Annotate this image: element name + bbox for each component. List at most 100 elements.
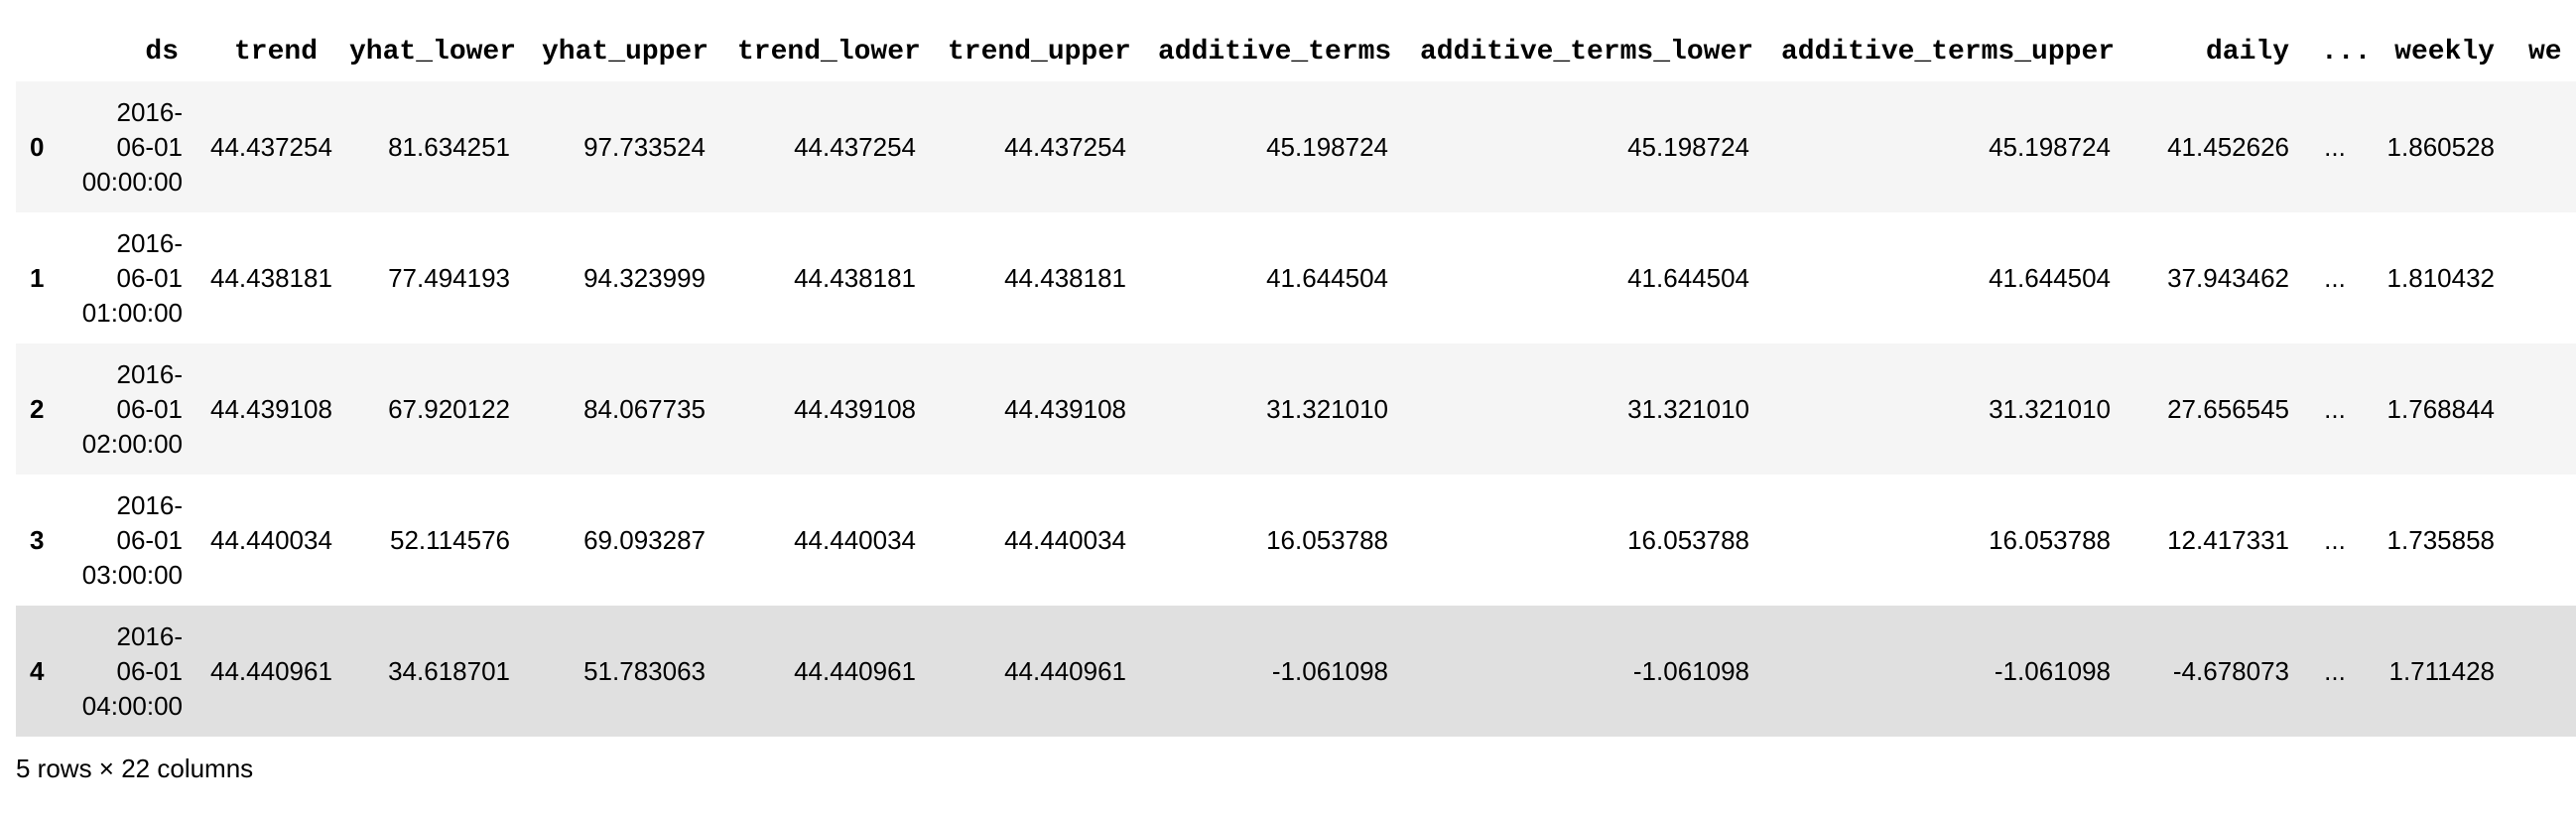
cell-ellipsis: ... [2324, 131, 2346, 162]
ds-time-part: 00:00:00 [81, 166, 183, 197]
cell-daily: 37.943462 [2167, 262, 2289, 293]
cell-yhat-upper: 94.323999 [583, 262, 706, 293]
cell-trend-lower: 44.437254 [794, 131, 916, 162]
ds-time-part: 01:00:00 [81, 297, 183, 328]
cell-trend: 44.440961 [210, 655, 332, 686]
cell-weekly: 1.860528 [2386, 131, 2495, 162]
table-row: 0 2016- 06-01 00:00:00 44.437254 81.634251… [16, 81, 2576, 212]
cell-ellipsis: ... [2324, 393, 2346, 424]
cell-daily: 41.452626 [2167, 131, 2289, 162]
index-header [16, 22, 65, 81]
ds-month-day-part: 06-01 [116, 131, 184, 162]
cell-additive-terms-upper: 41.644504 [1989, 262, 2111, 293]
ds-date-part: 2016- [116, 358, 184, 389]
cell-ds: 2016- 06-01 03:00:00 [65, 475, 194, 606]
column-header-additive-terms: additive_terms [1158, 36, 1392, 68]
cell-yhat-upper: 51.783063 [583, 655, 706, 686]
cell-daily: -4.678073 [2172, 655, 2289, 686]
cell-additive-terms-lower: 41.644504 [1627, 262, 1749, 293]
cell-additive-terms: -1.061098 [1271, 655, 1388, 686]
ds-month-day-part: 06-01 [116, 393, 184, 424]
cell-additive-terms-lower: -1.061098 [1632, 655, 1749, 686]
cell-truncated [2511, 475, 2576, 606]
table-row: 1 2016- 06-01 01:00:00 44.438181 77.494193… [16, 212, 2576, 343]
dataframe-shape-caption: 5 rows × 22 columns [16, 754, 254, 783]
table-row: 2 2016- 06-01 02:00:00 44.439108 67.920122… [16, 343, 2576, 475]
cell-weekly: 1.810432 [2386, 262, 2495, 293]
column-header-truncated: we [2528, 36, 2562, 68]
cell-additive-terms: 41.644504 [1266, 262, 1388, 293]
header-row: ds trend yhat_lower yhat_upper trend_low… [16, 22, 2576, 81]
cell-additive-terms-lower: 45.198724 [1627, 131, 1749, 162]
cell-ds: 2016- 06-01 02:00:00 [65, 343, 194, 475]
ds-time-part: 04:00:00 [81, 690, 183, 721]
cell-additive-terms: 31.321010 [1266, 393, 1388, 424]
cell-trend-upper: 44.438181 [1004, 262, 1126, 293]
ds-date-part: 2016- [116, 620, 184, 651]
row-index: 0 [30, 131, 45, 162]
cell-additive-terms-upper: 31.321010 [1989, 393, 2111, 424]
cell-trend: 44.440034 [210, 524, 332, 555]
cell-truncated [2511, 606, 2576, 737]
cell-ellipsis: ... [2324, 524, 2346, 555]
ds-time-part: 02:00:00 [81, 428, 183, 459]
cell-trend-upper: 44.440034 [1004, 524, 1126, 555]
cell-truncated [2511, 212, 2576, 343]
column-header-yhat-upper: yhat_upper [542, 36, 709, 68]
cell-additive-terms-upper: 16.053788 [1989, 524, 2111, 555]
column-header-trend: trend [233, 36, 318, 68]
column-header-additive-terms-lower: additive_terms_lower [1420, 36, 1754, 68]
ds-month-day-part: 06-01 [116, 262, 184, 293]
cell-trend-upper: 44.439108 [1004, 393, 1126, 424]
cell-yhat-lower: 81.634251 [388, 131, 510, 162]
cell-additive-terms: 16.053788 [1266, 524, 1388, 555]
column-header-yhat-lower: yhat_lower [349, 36, 517, 68]
cell-additive-terms-upper: 45.198724 [1989, 131, 2111, 162]
column-header-daily: daily [2205, 36, 2289, 68]
cell-daily: 12.417331 [2167, 524, 2289, 555]
cell-additive-terms-upper: -1.061098 [1994, 655, 2111, 686]
row-index: 3 [30, 524, 45, 555]
ds-date-part: 2016- [116, 489, 184, 520]
cell-yhat-lower: 67.920122 [388, 393, 510, 424]
cell-ellipsis: ... [2324, 655, 2346, 686]
cell-daily: 27.656545 [2167, 393, 2289, 424]
ds-date-part: 2016- [116, 227, 184, 258]
table-row: 4 2016- 06-01 04:00:00 44.440961 34.618701… [16, 606, 2576, 737]
cell-trend-lower: 44.439108 [794, 393, 916, 424]
ds-time-part: 03:00:00 [81, 559, 183, 590]
cell-additive-terms: 45.198724 [1266, 131, 1388, 162]
row-index: 4 [30, 655, 45, 686]
column-header-ellipsis: ... [2321, 36, 2365, 68]
cell-yhat-lower: 34.618701 [388, 655, 510, 686]
cell-truncated [2511, 343, 2576, 475]
cell-trend: 44.437254 [210, 131, 332, 162]
cell-trend: 44.439108 [210, 393, 332, 424]
cell-yhat-upper: 84.067735 [583, 393, 706, 424]
cell-trend-lower: 44.440034 [794, 524, 916, 555]
row-index: 2 [30, 393, 45, 424]
cell-weekly: 1.768844 [2386, 393, 2495, 424]
cell-ds: 2016- 06-01 01:00:00 [65, 212, 194, 343]
cell-yhat-lower: 77.494193 [388, 262, 510, 293]
cell-ds: 2016- 06-01 04:00:00 [65, 606, 194, 737]
cell-trend: 44.438181 [210, 262, 332, 293]
cell-trend-upper: 44.437254 [1004, 131, 1126, 162]
cell-yhat-lower: 52.114576 [390, 524, 510, 555]
column-header-additive-terms-upper: additive_terms_upper [1781, 36, 2116, 68]
cell-weekly: 1.735858 [2386, 524, 2495, 555]
cell-yhat-upper: 97.733524 [583, 131, 706, 162]
cell-additive-terms-lower: 31.321010 [1627, 393, 1749, 424]
cell-trend-lower: 44.440961 [794, 655, 916, 686]
dataframe-table: ds trend yhat_lower yhat_upper trend_low… [16, 22, 2576, 737]
ds-month-day-part: 06-01 [116, 524, 184, 555]
cell-ds: 2016- 06-01 00:00:00 [65, 81, 194, 212]
cell-weekly: 1.711428 [2388, 655, 2495, 686]
cell-trend-lower: 44.438181 [794, 262, 916, 293]
cell-additive-terms-lower: 16.053788 [1627, 524, 1749, 555]
column-header-trend-upper: trend_upper [948, 36, 1131, 68]
ds-month-day-part: 06-01 [116, 655, 184, 686]
table-row: 3 2016- 06-01 03:00:00 44.440034 52.114576… [16, 475, 2576, 606]
column-header-ds: ds [145, 36, 179, 68]
